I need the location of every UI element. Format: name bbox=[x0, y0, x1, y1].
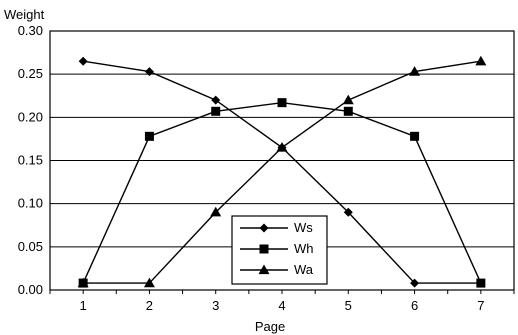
x-axis-title: Page bbox=[255, 319, 285, 334]
y-tick-label: 0.20 bbox=[18, 109, 43, 124]
series-lines bbox=[77, 55, 487, 288]
triangle-point bbox=[342, 94, 354, 105]
y-tick-label: 0.10 bbox=[18, 196, 43, 211]
diamond-point bbox=[144, 67, 154, 77]
legend: Ws Wh Wa bbox=[231, 215, 328, 285]
x-tick-label: 5 bbox=[345, 298, 352, 313]
legend-item-ws: Ws bbox=[240, 220, 313, 235]
x-tick-labels: 1 2 3 4 5 6 7 bbox=[80, 298, 485, 313]
triangle-point bbox=[475, 55, 487, 66]
x-tick-label: 6 bbox=[411, 298, 418, 313]
x-tick-label: 2 bbox=[146, 298, 153, 313]
diamond-point bbox=[211, 95, 221, 105]
y-tick-label: 0.05 bbox=[18, 239, 43, 254]
triangle-point bbox=[409, 66, 421, 76]
diamond-point bbox=[410, 278, 420, 288]
triangle-point bbox=[143, 277, 155, 288]
y-tick-label: 0.00 bbox=[18, 282, 43, 297]
legend-label: Wa bbox=[294, 262, 314, 277]
legend-label: Ws bbox=[294, 220, 313, 235]
legend-item-wa: Wa bbox=[240, 262, 314, 277]
square-point bbox=[211, 106, 221, 116]
square-point bbox=[343, 106, 353, 116]
triangle-point bbox=[210, 206, 222, 217]
x-tick-label: 7 bbox=[477, 298, 484, 313]
y-tick-label: 0.25 bbox=[18, 66, 43, 81]
gridlines bbox=[50, 30, 514, 248]
diamond-point bbox=[343, 207, 353, 217]
y-tick-label: 0.30 bbox=[18, 23, 43, 38]
y-tick-labels: 0.00 0.05 0.10 0.15 0.20 0.25 0.30 bbox=[18, 23, 43, 297]
axes bbox=[49, 30, 515, 294]
series-wa bbox=[77, 55, 487, 288]
square-point bbox=[277, 98, 287, 108]
legend-item-wh: Wh bbox=[240, 241, 314, 256]
x-tick-label: 1 bbox=[80, 298, 87, 313]
legend-triangle-marker bbox=[258, 264, 270, 275]
legend-diamond-marker bbox=[259, 223, 269, 233]
square-point bbox=[410, 131, 420, 141]
x-tick-label: 3 bbox=[212, 298, 219, 313]
y-tick-label: 0.15 bbox=[18, 153, 43, 168]
series-wh bbox=[78, 98, 486, 288]
legend-square-marker bbox=[259, 244, 269, 254]
square-point bbox=[476, 278, 486, 288]
triangle-point bbox=[276, 142, 288, 152]
square-point bbox=[144, 131, 154, 141]
y-axis-title: Weight bbox=[4, 7, 45, 22]
x-tick-label: 4 bbox=[278, 298, 285, 313]
diamond-point bbox=[78, 56, 88, 66]
triangle-point bbox=[77, 277, 89, 288]
legend-label: Wh bbox=[294, 241, 314, 256]
